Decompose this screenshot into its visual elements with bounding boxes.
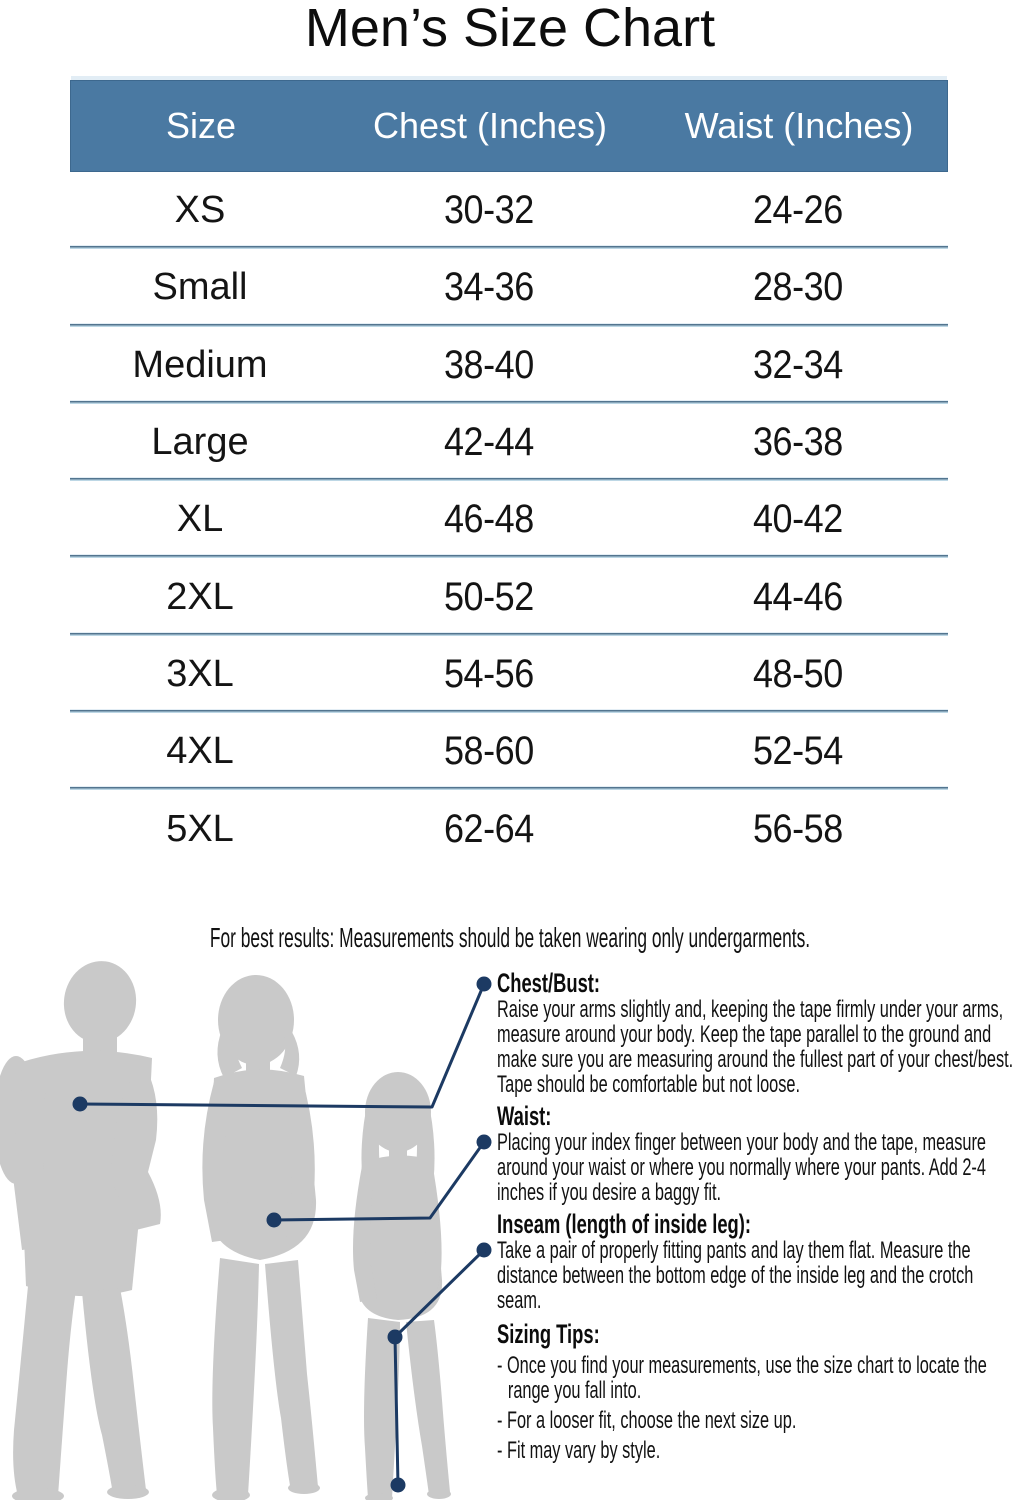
- waist-cell: 52-54: [753, 729, 843, 774]
- guide-section: Waist: Placing your index finger between…: [497, 1101, 1014, 1206]
- table-body: XS 30-32 24-26 Small 34-36 28-30 Medium …: [70, 172, 948, 868]
- table-row: XS 30-32 24-26: [70, 172, 948, 250]
- waist-cell: 40-42: [753, 497, 843, 542]
- guide-section-body: Placing your index finger between your b…: [497, 1129, 987, 1206]
- table-row: 5XL 62-64 56-58: [70, 790, 948, 867]
- woman-silhouette: [202, 975, 320, 1500]
- size-cell: Small: [152, 266, 248, 309]
- chest-body-dot: [72, 1096, 88, 1112]
- size-cell: Medium: [132, 343, 268, 386]
- sizing-tip-item: Fit may vary by style.: [497, 1438, 1014, 1463]
- sizing-tips-list: Once you find your measurements, use the…: [497, 1353, 1014, 1463]
- guide-section-body: Take a pair of properly fitting pants an…: [497, 1237, 974, 1314]
- waist-cell: 24-26: [753, 188, 843, 233]
- size-chart-table: Size Chest (Inches) Waist (Inches) XS 30…: [70, 80, 948, 868]
- table-row: Large 42-44 36-38: [70, 404, 948, 482]
- size-cell: Large: [151, 421, 249, 464]
- guide-section-heading: Chest/Bust:: [497, 968, 601, 998]
- chest-cell: 46-48: [444, 497, 534, 542]
- chest-cell: 38-40: [444, 342, 534, 387]
- chest-cell: 50-52: [444, 574, 534, 619]
- column-header-size: Size: [165, 105, 237, 146]
- size-cell: 4XL: [166, 730, 234, 773]
- silhouette-figure: [0, 961, 492, 1500]
- guide-section-heading: Inseam (length of inside leg):: [497, 1209, 752, 1239]
- table-header-row: Size Chest (Inches) Waist (Inches): [70, 80, 948, 172]
- guide-section-body: Raise your arms slightly and, keeping th…: [497, 996, 1014, 1098]
- table-row: 2XL 50-52 44-46: [70, 558, 948, 637]
- size-cell: XS: [174, 189, 226, 232]
- inseam-ankle-dot: [390, 1477, 406, 1493]
- sizing-tip-item: For a looser fit, choose the next size u…: [497, 1408, 1014, 1433]
- table-row: Medium 38-40 32-34: [70, 327, 948, 405]
- size-cell: 5XL: [166, 807, 234, 850]
- size-cell: 3XL: [166, 652, 234, 695]
- size-cell: XL: [176, 498, 224, 541]
- guide-section: Chest/Bust: Raise your arms slightly and…: [497, 968, 1014, 1098]
- waist-body-dot: [266, 1212, 282, 1228]
- chest-cell: 34-36: [444, 265, 534, 310]
- girl-silhouette: [353, 1072, 451, 1500]
- waist-cell: 56-58: [753, 806, 843, 851]
- waist-cell: 28-30: [753, 265, 843, 310]
- table-row: XL 46-48 40-42: [70, 481, 948, 559]
- chest-cell: 58-60: [444, 729, 534, 774]
- waist-cell: 48-50: [753, 651, 843, 696]
- chest-cell: 62-64: [444, 806, 534, 851]
- column-header-waist: Waist (Inches): [684, 105, 914, 146]
- waist-cell: 44-46: [753, 574, 843, 619]
- sizing-tips-heading: Sizing Tips:: [497, 1319, 600, 1349]
- chest-pointer-line: [79, 983, 486, 1109]
- table-row: 3XL 54-56 48-50: [70, 636, 948, 714]
- waist-cell: 32-34: [753, 342, 843, 387]
- chest-cell: 54-56: [444, 651, 534, 696]
- page-title: Men’s Size Chart: [304, 0, 716, 58]
- measurement-note: For best results: Measurements should be…: [209, 922, 811, 953]
- waist-cell: 36-38: [753, 420, 843, 465]
- guide-sections: Chest/Bust: Raise your arms slightly and…: [497, 968, 1014, 1314]
- waist-label-dot: [476, 1134, 492, 1150]
- sizing-tip-item: Once you find your measurements, use the…: [497, 1353, 1014, 1403]
- man-silhouette: [0, 961, 161, 1500]
- inseam-label-dot: [476, 1242, 492, 1258]
- waist-pointer-line: [273, 1141, 486, 1222]
- table-row: Small 34-36 28-30: [70, 249, 948, 327]
- guide-section-heading: Waist:: [497, 1101, 552, 1131]
- chest-label-dot: [476, 976, 492, 992]
- inseam-crotch-dot: [387, 1329, 403, 1345]
- size-cell: 2XL: [166, 575, 234, 618]
- measuring-guide: Chest/Bust: Raise your arms slightly and…: [497, 968, 1014, 1464]
- guide-section: Inseam (length of inside leg): Take a pa…: [497, 1209, 1014, 1314]
- chest-cell: 42-44: [444, 420, 534, 465]
- chest-cell: 30-32: [444, 188, 534, 233]
- table-row: 4XL 58-60 52-54: [70, 713, 948, 791]
- column-header-chest: Chest (Inches): [372, 105, 608, 146]
